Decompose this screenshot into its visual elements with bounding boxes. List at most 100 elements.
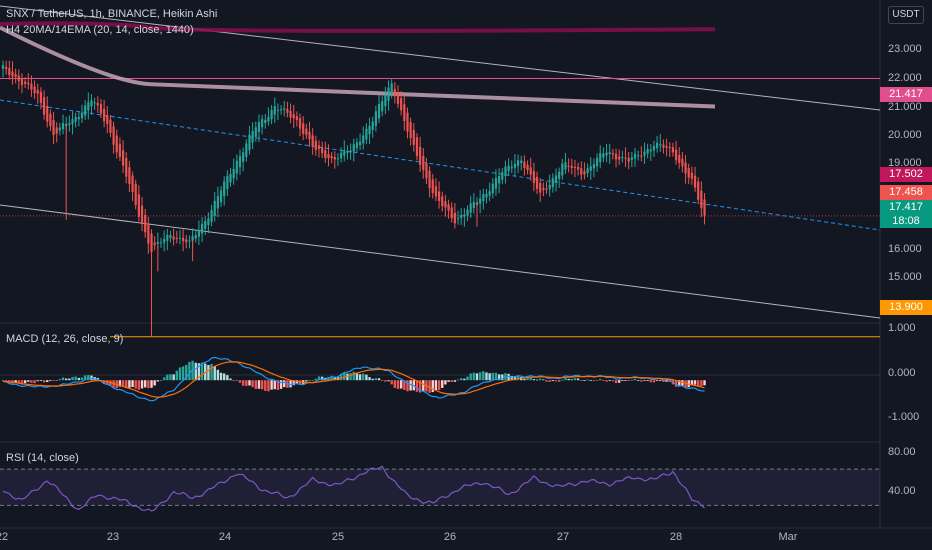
macd-histogram-bar [649,380,652,383]
rsi-axis-tick: 40.00 [888,485,916,497]
macd-histogram-bar [55,380,58,382]
candle-body [118,143,122,157]
macd-histogram-bar [172,374,175,381]
rsi-legend[interactable]: RSI (14, close) [6,452,79,464]
channel-mid-trendline[interactable] [0,99,881,231]
candle-body [333,157,336,160]
macd-histogram-bar [444,380,447,385]
candle-body [33,86,36,94]
candle-body [649,149,652,152]
macd-histogram-bar [573,378,577,381]
macd-histogram-bar [466,376,469,381]
indicator-legend[interactable]: H4 20MA/14EMA (20, 14, close, 1440) [6,24,194,36]
candle-body [223,181,226,197]
macd-histogram-bar [576,378,580,381]
macd-histogram-bar [39,380,43,382]
candle-body [608,152,611,155]
candle-body [624,157,627,159]
macd-histogram-bar [33,380,36,384]
channel-upper-trendline[interactable] [0,5,881,111]
price-axis-tick: 21.000 [888,101,922,113]
macd-axis-tick: -1.000 [888,411,920,423]
candle-body [384,95,387,107]
support-price-tag[interactable]: 13.900 [880,300,932,315]
candle-body [251,131,254,143]
candle-body [472,202,475,208]
macd-histogram-bar [46,380,49,383]
candle-body [422,155,425,171]
candle-body [387,87,390,101]
currency-button[interactable]: USDT [888,6,924,24]
candle-body [516,160,520,166]
candle-body [564,162,567,170]
candle-body [646,149,649,154]
candle-body [441,196,444,207]
macd-histogram-bar [441,380,444,388]
macd-histogram-bar [580,380,583,382]
bar-countdown: 18:08 [892,215,920,227]
macd-histogram-bar [494,372,498,381]
macd-histogram-bar [216,369,220,381]
macd-histogram-bar [355,372,359,381]
macd-histogram-bar [150,380,153,388]
macd-histogram-bar [61,377,65,381]
macd-histogram-bar [618,380,621,383]
macd-histogram-bar [147,380,150,389]
candle-body [539,182,542,193]
candle-body [599,153,602,163]
channel-lower-trendline[interactable] [0,204,881,319]
time-axis-tick: 22 [0,531,9,543]
candle-body [80,112,84,119]
macd-histogram-bar [377,378,381,381]
price-axis-tick: 15.000 [888,271,922,283]
macd-histogram-bar [194,362,197,381]
macd-histogram-bar [627,380,630,382]
macd-histogram-bar [700,380,703,387]
candle-body [678,155,681,163]
symbol-title[interactable]: SNX / TetherUS, 1h, BINANCE, Heikin Ashi [6,8,218,20]
candle-body [621,157,624,159]
candle-body [377,103,381,119]
candle-body [498,176,501,184]
candle-body [286,109,289,113]
macd-histogram-bar [611,380,615,382]
candle-body [668,146,671,148]
candle-body [324,150,327,158]
macd-histogram-bar [251,380,254,388]
macd-histogram-bar [592,380,596,382]
macd-legend[interactable]: MACD (12, 26, close, 9) [6,333,124,345]
candle-body [279,109,283,111]
candle-body [589,166,592,171]
candle-body [460,215,463,219]
candle-body [153,242,156,245]
candle-body [523,161,526,168]
candle-body [261,119,264,128]
candle-body [295,116,298,121]
macd-histogram-bar [314,378,318,381]
candle-body [30,83,33,90]
macd-histogram-bar [144,380,147,388]
macd-histogram-bar [80,377,84,381]
macd-histogram-bar [229,378,232,381]
candle-body [128,167,131,184]
macd-histogram-bar [422,380,425,392]
macd-histogram-bar [595,379,599,381]
candle-body [580,168,583,175]
candle-body [358,141,362,146]
macd-histogram-bar [406,380,409,392]
macd-histogram-bar [267,380,270,392]
candle-body [150,233,153,252]
macd-histogram-bar [662,380,665,382]
macd-histogram-bar [624,380,627,382]
macd-histogram-bar [599,378,602,381]
macd-histogram-bar [586,379,589,381]
current-price-tag[interactable]: 17.417 18:08 [880,200,932,228]
resistance-price-tag[interactable]: 21.417 [880,87,932,102]
macd-histogram-bar [102,380,106,384]
candle-body [84,105,87,116]
candle-body [510,166,513,169]
macd-histogram-bar [365,374,368,381]
macd-histogram-bar [219,372,223,381]
macd-histogram-bar [235,380,239,381]
